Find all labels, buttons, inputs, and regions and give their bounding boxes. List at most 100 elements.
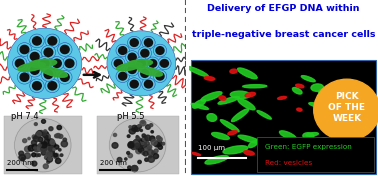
Circle shape xyxy=(160,59,169,67)
Circle shape xyxy=(137,144,141,148)
Ellipse shape xyxy=(207,114,217,121)
Ellipse shape xyxy=(204,77,215,80)
Ellipse shape xyxy=(138,67,163,76)
Ellipse shape xyxy=(293,87,302,94)
Circle shape xyxy=(37,56,52,70)
Circle shape xyxy=(142,78,155,90)
Circle shape xyxy=(136,136,138,138)
Circle shape xyxy=(127,78,141,90)
Circle shape xyxy=(314,79,378,141)
Circle shape xyxy=(44,70,53,78)
Circle shape xyxy=(53,153,59,159)
Circle shape xyxy=(150,124,153,127)
Bar xyxy=(191,60,376,174)
Circle shape xyxy=(138,67,152,80)
Circle shape xyxy=(135,143,139,147)
Circle shape xyxy=(158,137,162,142)
Circle shape xyxy=(50,56,64,70)
Circle shape xyxy=(45,143,48,145)
Ellipse shape xyxy=(243,85,267,88)
Circle shape xyxy=(45,155,49,159)
Circle shape xyxy=(138,147,144,152)
Circle shape xyxy=(141,145,145,149)
Circle shape xyxy=(41,144,46,148)
Circle shape xyxy=(138,125,140,127)
Circle shape xyxy=(151,131,153,133)
Circle shape xyxy=(47,157,53,162)
Circle shape xyxy=(112,143,118,148)
Circle shape xyxy=(134,140,137,143)
Circle shape xyxy=(142,152,145,155)
Circle shape xyxy=(48,143,51,146)
Circle shape xyxy=(156,136,160,139)
Circle shape xyxy=(17,43,32,56)
Text: Green: EGFP expression: Green: EGFP expression xyxy=(265,144,351,150)
Circle shape xyxy=(137,141,141,146)
Ellipse shape xyxy=(116,62,142,71)
Circle shape xyxy=(49,147,54,152)
Text: pH 7.4: pH 7.4 xyxy=(11,112,39,121)
Circle shape xyxy=(138,139,143,144)
Circle shape xyxy=(151,139,157,145)
Circle shape xyxy=(144,39,152,46)
Circle shape xyxy=(25,153,30,159)
Circle shape xyxy=(147,145,152,149)
Circle shape xyxy=(30,79,44,93)
Ellipse shape xyxy=(294,154,300,158)
Circle shape xyxy=(43,145,48,149)
Ellipse shape xyxy=(248,140,258,148)
Circle shape xyxy=(65,59,74,67)
Circle shape xyxy=(137,59,146,67)
Circle shape xyxy=(136,137,140,140)
Circle shape xyxy=(41,68,56,81)
Circle shape xyxy=(141,140,146,144)
Circle shape xyxy=(60,73,69,81)
Ellipse shape xyxy=(317,114,325,118)
Text: 100 μm: 100 μm xyxy=(198,145,225,151)
Circle shape xyxy=(145,135,151,141)
Ellipse shape xyxy=(245,92,256,97)
Ellipse shape xyxy=(257,111,271,119)
Circle shape xyxy=(23,139,27,143)
Circle shape xyxy=(41,142,47,148)
Ellipse shape xyxy=(230,69,237,73)
Ellipse shape xyxy=(281,161,299,166)
Circle shape xyxy=(37,131,42,135)
Ellipse shape xyxy=(299,143,308,150)
Circle shape xyxy=(40,142,43,146)
Circle shape xyxy=(139,139,144,143)
Ellipse shape xyxy=(279,131,296,140)
Circle shape xyxy=(114,59,122,67)
Circle shape xyxy=(125,158,127,160)
Circle shape xyxy=(133,141,136,144)
Ellipse shape xyxy=(193,99,206,108)
Circle shape xyxy=(44,139,50,144)
Ellipse shape xyxy=(275,145,285,153)
Circle shape xyxy=(148,156,155,162)
Circle shape xyxy=(113,133,116,136)
Circle shape xyxy=(130,80,138,88)
Ellipse shape xyxy=(318,155,331,159)
Circle shape xyxy=(46,151,52,157)
Circle shape xyxy=(147,150,153,156)
Circle shape xyxy=(32,135,36,139)
Circle shape xyxy=(129,142,133,145)
Circle shape xyxy=(144,80,152,88)
Circle shape xyxy=(154,142,160,147)
Circle shape xyxy=(109,118,166,172)
Circle shape xyxy=(34,136,37,139)
Circle shape xyxy=(129,126,132,128)
Circle shape xyxy=(142,121,144,124)
Ellipse shape xyxy=(220,120,239,132)
Circle shape xyxy=(153,153,158,159)
Circle shape xyxy=(33,37,41,45)
Circle shape xyxy=(41,151,46,155)
Circle shape xyxy=(12,56,27,70)
Circle shape xyxy=(146,142,149,145)
Circle shape xyxy=(37,132,41,136)
Circle shape xyxy=(43,142,46,145)
Circle shape xyxy=(48,82,57,90)
Circle shape xyxy=(42,133,46,136)
Circle shape xyxy=(61,141,68,147)
Ellipse shape xyxy=(301,76,315,82)
